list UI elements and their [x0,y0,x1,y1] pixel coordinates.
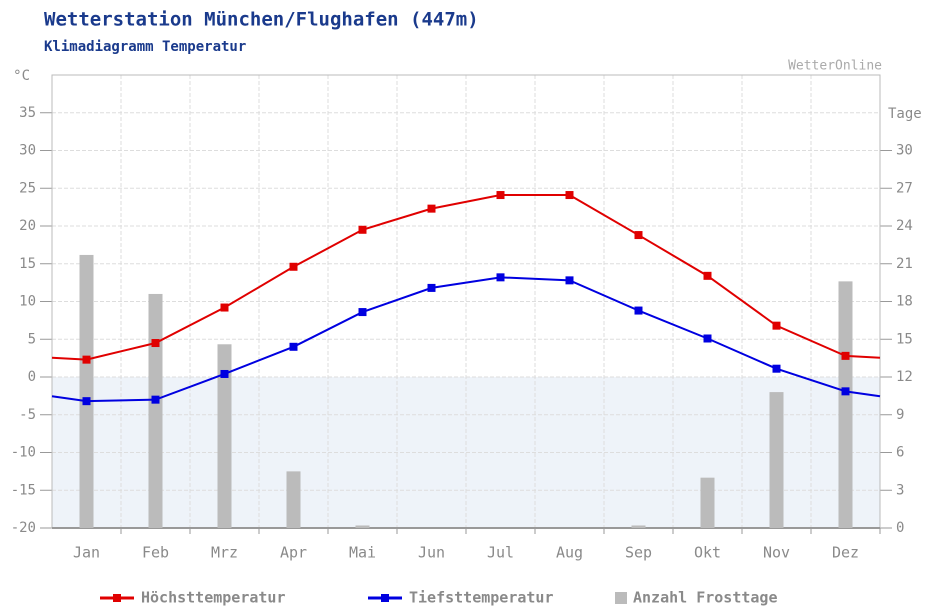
x-tick-label: Aug [556,544,583,562]
legend-label: Tiefsttemperatur [409,589,554,607]
y2-tick-label: 24 [896,218,913,234]
x-tick-label: Nov [763,544,790,562]
marker [82,355,91,364]
x-tick-label: Jun [418,544,445,562]
bar [79,254,94,529]
line [86,194,846,361]
marker [427,204,436,213]
marker [634,306,643,315]
y2-tick-label: 18 [896,294,913,310]
bar [148,293,163,528]
chart-subtitle: Klimadiagramm Temperatur [44,39,246,55]
y-tick-label: 15 [19,256,36,272]
marker [565,191,574,200]
marker [772,364,781,373]
source: WetterOnline [788,59,882,74]
y2-tick-label: 9 [896,407,904,423]
legend-swatch [615,592,627,604]
y-tick-label: 25 [19,180,36,196]
x-tick-label: Okt [694,544,721,562]
y2-tick-label: 3 [896,482,904,498]
y2-tick-label: 12 [896,369,913,385]
marker [496,273,505,282]
marker [82,397,91,406]
marker [220,369,229,378]
x-tick-label: Mai [349,544,376,562]
chart-title: Wetterstation München/Flughafen (447m) [44,9,479,31]
bar [286,471,301,528]
line-edge [845,354,881,359]
x-tick-label: Jul [487,544,514,562]
x-tick-label: Apr [280,544,307,562]
marker [772,321,781,330]
y2-unit: Tage [888,106,922,122]
marker [841,351,850,360]
legend-marker [381,594,389,602]
marker [220,303,229,312]
marker [634,231,643,240]
marker [703,334,712,343]
y2-tick-label: 6 [896,445,904,461]
bar [700,477,715,528]
y-tick-label: 20 [19,218,36,234]
bar [838,281,853,528]
line-edge [845,390,881,398]
bar [769,392,784,528]
legend-label: Höchsttemperatur [141,589,286,607]
x-tick-label: Jan [73,544,100,562]
x-tick-label: Mrz [211,544,238,562]
line-edge [51,356,87,361]
x-tick-label: Feb [142,544,169,562]
y-tick-label: 35 [19,105,36,121]
y-tick-label: 0 [28,369,36,385]
y2-tick-label: 30 [896,143,913,159]
y-tick-label: 5 [28,331,36,347]
y-tick-label: -5 [19,407,36,423]
line-edge [51,395,87,403]
marker [151,395,160,404]
bar [631,525,646,528]
bar [355,525,370,528]
y-unit: °C [13,68,30,84]
marker [289,342,298,351]
y-tick-label: -10 [11,445,36,461]
y-tick-label: -15 [11,482,36,498]
marker [565,276,574,285]
y2-tick-label: 15 [896,331,913,347]
y-tick-label: 10 [19,294,36,310]
line [86,276,846,403]
legend-label: Anzahl Frosttage [633,589,778,607]
marker [289,262,298,271]
marker [358,225,367,234]
y2-tick-label: 0 [896,520,904,536]
y2-tick-label: 27 [896,180,913,196]
x-tick-label: Sep [625,544,652,562]
y2-tick-label: 21 [896,256,913,272]
legend-marker [113,594,121,602]
marker [427,283,436,292]
bar [217,344,232,528]
x-tick-label: Dez [832,544,859,562]
marker [703,271,712,280]
marker [496,191,505,200]
y-tick-label: -20 [11,520,36,536]
y-tick-label: 30 [19,143,36,159]
marker [841,387,850,396]
marker [151,339,160,348]
marker [358,308,367,317]
